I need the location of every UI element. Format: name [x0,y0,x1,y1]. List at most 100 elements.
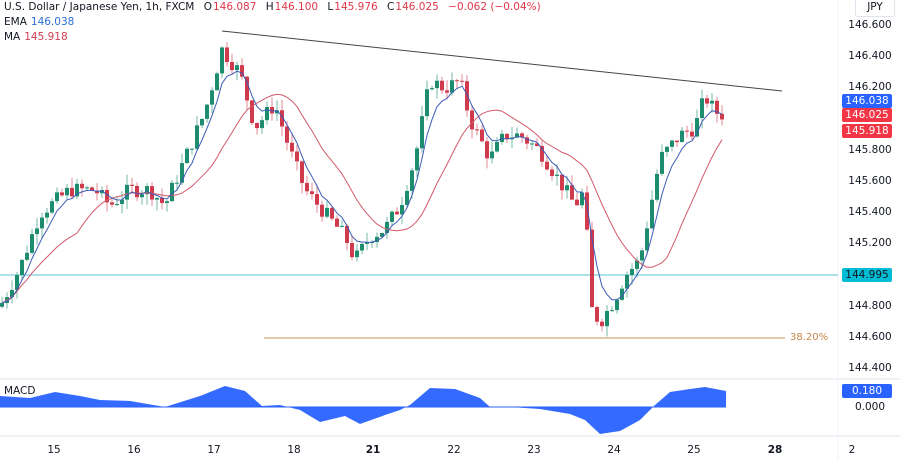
candle-up [165,201,169,203]
candle-up [25,252,29,260]
candle-up [45,212,49,218]
fib-level-label: 38.20% [790,332,829,343]
candle-up [375,236,379,243]
candle-up [430,88,434,90]
date-tick-label: 21 [365,444,381,456]
candle-up [515,133,519,138]
ma-row[interactable]: MA 145.918 [4,30,547,45]
price-tag: 145.918 [842,124,892,138]
candle-down [470,110,474,130]
price-tick-label: 145.600 [848,175,892,187]
candle-down [110,202,114,205]
candle-down [505,133,509,140]
ema-row[interactable]: EMA 146.038 [4,15,547,30]
candle-up [20,259,24,276]
ma-value: 145.918 [24,31,68,43]
candle-up [220,47,224,74]
candle-up [615,299,619,311]
candle-up [580,192,584,206]
candle-up [340,225,344,227]
low-key: L [327,1,334,13]
candle-down [445,90,449,93]
macd-zero-label: 0.000 [854,401,886,413]
candle-down [135,185,139,198]
change-value: −0.062 (−0.04%) [448,1,541,13]
candle-down [590,229,594,308]
candle-up [205,104,209,119]
candle-down [395,211,399,215]
trendline [221,30,783,92]
candle-up [630,268,634,275]
candle-up [625,274,629,289]
price-tick-label: 144.800 [848,299,892,312]
candle-down [255,122,259,129]
candle-down [290,142,294,152]
date-tick-label: 28 [767,444,783,456]
symbol-title: U.S. Dollar / Japanese Yen, 1h, FXCM [4,1,195,13]
candle-up [75,183,79,197]
candle-up [400,204,404,215]
price-tick-label: 144.600 [848,331,892,343]
candle-down [460,80,464,82]
close-value: 146.025 [395,1,439,13]
candle-up [435,80,439,89]
macd-histogram-area [0,386,726,434]
candle-up [360,243,364,251]
candle-up [35,228,39,235]
high-key: H [265,1,274,13]
price-tick-label: 146.200 [848,81,892,94]
candle-up [215,73,219,91]
candle-up [145,186,149,195]
candle-up [210,90,214,105]
candle-down [685,130,689,132]
low-value: 145.976 [334,1,378,13]
candle-up [120,199,124,205]
candle-down [535,143,539,146]
candle-down [315,194,319,205]
candle-up [655,173,659,200]
price-tag: 146.038 [842,94,892,108]
date-tick-label: 23 [527,444,541,456]
open-value: 146.087 [212,1,257,13]
candle-down [550,169,554,176]
candle-up [175,182,179,184]
candle-up [410,170,414,191]
candle-up [265,107,269,121]
candle-down [455,80,459,82]
candle-up [325,207,329,217]
date-tick-label: 17 [207,444,221,456]
candle-down [690,131,694,137]
candle-up [635,260,639,269]
currency-button[interactable]: JPY [855,0,895,17]
candle-down [485,141,489,159]
date-tick-label: 25 [687,444,701,456]
candle-down [480,129,484,142]
candle-up [425,89,429,117]
candle-down [570,185,574,200]
candle-down [705,98,709,104]
candle-down [575,199,579,206]
candle-down [90,187,94,191]
candle-up [665,146,669,152]
candle-down [105,189,109,203]
date-tick-label: 22 [447,444,461,456]
candle-down [310,191,314,195]
date-tick-label: 15 [47,444,61,456]
price-tag: 146.025 [842,108,892,122]
close-key: C [387,1,395,13]
candle-down [585,192,589,230]
candle-down [525,137,529,144]
candle-up [195,125,199,149]
candle-down [305,182,309,192]
price-tick-label: 144.400 [848,362,892,375]
candle-up [170,182,174,202]
candle-up [390,211,394,222]
candle-down [300,161,304,183]
price-tick-label: 145.400 [848,206,892,219]
ema-label: EMA [4,16,27,28]
candle-up [450,80,454,93]
candle-down [345,225,349,244]
candle-up [30,234,34,253]
candle-down [475,129,479,131]
